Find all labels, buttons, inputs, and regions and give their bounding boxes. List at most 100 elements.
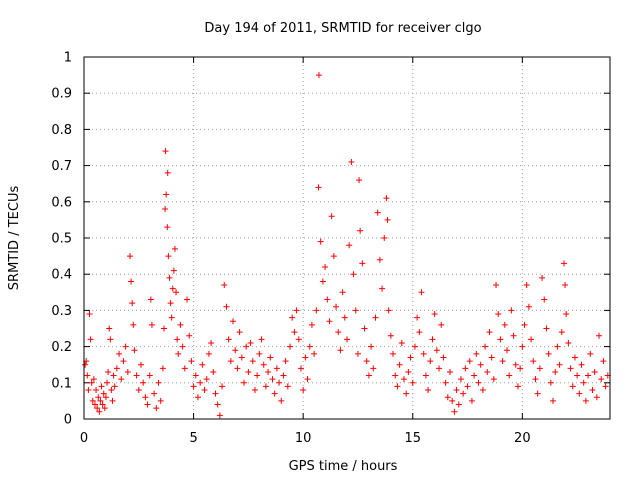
data-point bbox=[486, 329, 493, 336]
data-point bbox=[302, 354, 309, 361]
data-point bbox=[501, 321, 508, 328]
data-point bbox=[390, 350, 397, 357]
data-point bbox=[400, 376, 407, 383]
data-point bbox=[418, 289, 425, 296]
data-point bbox=[164, 224, 171, 231]
data-point bbox=[512, 361, 519, 368]
data-point bbox=[197, 379, 204, 386]
data-point bbox=[602, 383, 609, 390]
data-point bbox=[387, 332, 394, 339]
data-point bbox=[473, 350, 480, 357]
data-point bbox=[100, 390, 107, 397]
data-point bbox=[436, 365, 443, 372]
data-point bbox=[365, 372, 372, 379]
data-point bbox=[471, 372, 478, 379]
x-tick-label: 15 bbox=[404, 431, 421, 446]
data-point bbox=[552, 368, 559, 375]
data-point bbox=[455, 401, 462, 408]
data-point bbox=[160, 325, 167, 332]
data-point bbox=[137, 361, 144, 368]
data-point bbox=[129, 300, 136, 307]
data-point bbox=[563, 311, 570, 318]
data-point bbox=[464, 383, 471, 390]
data-point bbox=[111, 383, 118, 390]
data-point bbox=[409, 379, 416, 386]
data-point bbox=[131, 347, 138, 354]
data-point bbox=[148, 321, 155, 328]
data-point bbox=[109, 397, 116, 404]
data-point bbox=[97, 397, 104, 404]
data-point bbox=[240, 379, 247, 386]
data-point bbox=[339, 289, 346, 296]
data-point bbox=[130, 321, 137, 328]
data-point bbox=[102, 394, 109, 401]
data-point bbox=[565, 339, 572, 346]
data-point bbox=[356, 177, 363, 184]
data-point bbox=[576, 390, 583, 397]
data-point bbox=[383, 195, 390, 202]
data-point bbox=[503, 347, 510, 354]
data-point bbox=[484, 368, 491, 375]
data-point bbox=[394, 383, 401, 390]
data-point bbox=[556, 361, 563, 368]
data-point bbox=[313, 307, 320, 314]
data-point bbox=[210, 368, 217, 375]
data-point bbox=[396, 361, 403, 368]
data-point bbox=[558, 329, 565, 336]
data-point bbox=[425, 387, 432, 394]
y-tick-label: 0.3 bbox=[51, 304, 72, 319]
data-point bbox=[95, 394, 102, 401]
data-point bbox=[517, 365, 524, 372]
data-point bbox=[84, 372, 91, 379]
data-point bbox=[330, 253, 337, 260]
data-point bbox=[431, 311, 438, 318]
x-tick-label: 5 bbox=[189, 431, 197, 446]
data-point bbox=[308, 321, 315, 328]
y-tick-label: 0.4 bbox=[51, 268, 72, 283]
data-point bbox=[532, 376, 539, 383]
data-point bbox=[335, 329, 342, 336]
data-point bbox=[199, 361, 206, 368]
data-point bbox=[106, 325, 113, 332]
data-point bbox=[133, 372, 140, 379]
data-point bbox=[497, 336, 504, 343]
data-point bbox=[506, 372, 513, 379]
data-point bbox=[101, 405, 108, 412]
data-point bbox=[508, 307, 515, 314]
data-point bbox=[278, 397, 285, 404]
data-point bbox=[422, 372, 429, 379]
data-point bbox=[407, 354, 414, 361]
data-point bbox=[171, 245, 178, 252]
data-point bbox=[227, 358, 234, 365]
data-point bbox=[91, 401, 98, 408]
data-points bbox=[82, 72, 611, 419]
data-point bbox=[578, 361, 585, 368]
data-point bbox=[127, 253, 134, 260]
data-point bbox=[475, 379, 482, 386]
y-tick-label: 1 bbox=[64, 51, 72, 66]
data-point bbox=[440, 354, 447, 361]
data-point bbox=[208, 339, 215, 346]
data-point bbox=[449, 397, 456, 404]
data-point bbox=[545, 350, 552, 357]
data-point bbox=[99, 401, 106, 408]
data-point bbox=[89, 397, 96, 404]
data-point bbox=[265, 368, 272, 375]
data-point bbox=[536, 365, 543, 372]
data-point bbox=[85, 387, 92, 394]
x-tick-label: 10 bbox=[295, 431, 312, 446]
data-point bbox=[304, 376, 311, 383]
data-point bbox=[295, 336, 302, 343]
data-point bbox=[333, 303, 340, 310]
data-point bbox=[541, 296, 548, 303]
data-point bbox=[162, 148, 169, 155]
data-point bbox=[144, 401, 151, 408]
data-point bbox=[165, 253, 172, 260]
data-point bbox=[348, 158, 355, 165]
data-point bbox=[519, 343, 526, 350]
data-point bbox=[159, 365, 166, 372]
data-point bbox=[234, 365, 241, 372]
data-point bbox=[370, 365, 377, 372]
data-point bbox=[87, 336, 94, 343]
x-tick-label: 20 bbox=[514, 431, 531, 446]
